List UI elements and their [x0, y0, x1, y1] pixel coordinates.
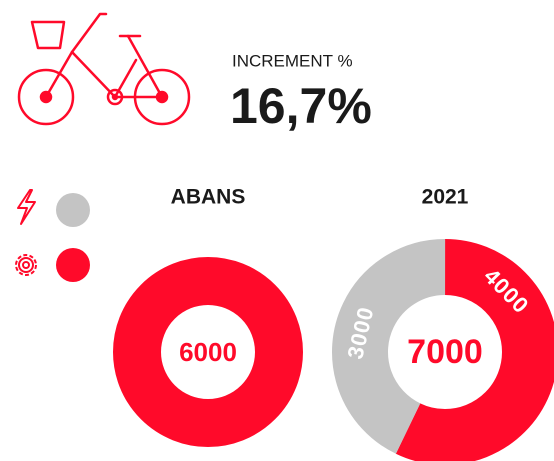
legend-dot	[56, 248, 90, 282]
donut-title: ABANS	[171, 186, 246, 209]
legend-dot	[56, 193, 90, 227]
donut-total: 7000	[407, 333, 483, 371]
gear-icon	[15, 254, 37, 276]
power-icon	[17, 189, 36, 225]
increment-value: 16,7%	[230, 78, 372, 134]
donut-segment	[332, 239, 554, 461]
bicycle-icon	[17, 12, 191, 126]
donut-title: 2021	[422, 186, 469, 209]
donut-segment	[113, 257, 303, 447]
donut-total: 6000	[179, 337, 237, 367]
increment-label: INCREMENT %	[232, 51, 353, 70]
